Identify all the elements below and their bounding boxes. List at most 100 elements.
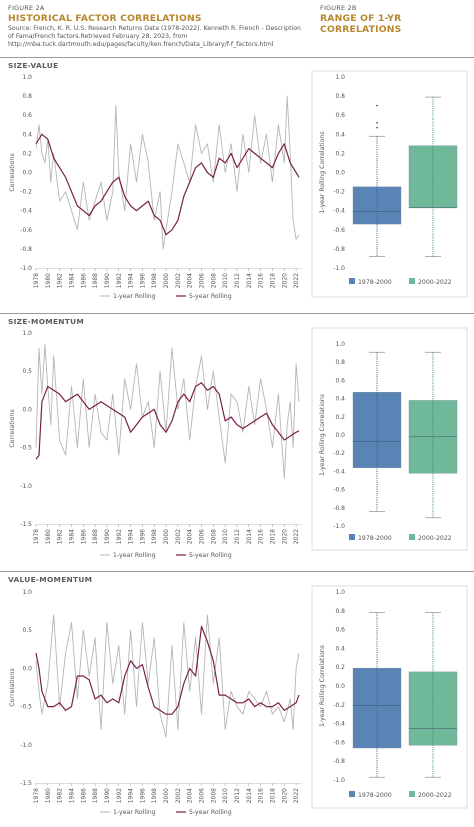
x-tick-label: 1998 (151, 788, 158, 803)
y-tick-label: -0.8 (333, 758, 345, 765)
legend-swatch-2000-2022 (409, 278, 415, 284)
y-tick-label: -1.5 (20, 521, 32, 528)
y-tick-label: 0.8 (335, 608, 345, 615)
y-tick-label: -1.0 (20, 742, 32, 749)
y-axis-label: Correlations (8, 153, 16, 192)
legend-label-2000-2022: 2000-2022 (418, 279, 452, 286)
x-tick-label: 2018 (269, 529, 276, 544)
y-tick-label: -1.0 (333, 265, 345, 272)
x-tick-label: 2008 (210, 529, 217, 544)
series-line-1yr (35, 344, 300, 479)
y-tick-label: -0.4 (333, 468, 345, 475)
section-label-size-value: SIZE-VALUE (8, 61, 59, 70)
section-label-size-momentum: SIZE-MOMENTUM (8, 317, 85, 326)
legend-label-2000-2022: 2000-2022 (418, 535, 452, 542)
box-outlier-point (376, 121, 378, 124)
y-tick-label: -1.0 (20, 483, 32, 490)
y-tick-label: 0.8 (22, 93, 32, 100)
x-tick-label: 1994 (128, 529, 135, 544)
x-tick-label: 1980 (45, 529, 52, 544)
x-tick-label: 2004 (187, 273, 194, 288)
x-tick-label: 2004 (187, 788, 194, 803)
y-tick-label: 1.0 (22, 330, 32, 337)
y-tick-label: 0.4 (22, 131, 32, 138)
figure-2a-header: FIGURE 2A HISTORICAL FACTOR CORRELATIONS… (8, 4, 308, 50)
x-tick-label: 1978 (33, 529, 40, 544)
x-tick-label: 1988 (92, 273, 99, 288)
y-tick-label: -0.2 (333, 189, 345, 196)
x-tick-label: 2022 (293, 788, 300, 803)
x-tick-label: 1994 (128, 788, 135, 803)
y-tick-label: 0.0 (335, 170, 345, 177)
y-tick-label: 0.0 (335, 683, 345, 690)
y-tick-label: 0.2 (335, 664, 345, 671)
box-outlier-point (376, 126, 378, 129)
y-tick-label: -0.4 (333, 208, 345, 215)
section-label-value-momentum: VALUE-MOMENTUM (8, 575, 93, 584)
y-tick-label: 0.2 (22, 150, 32, 157)
series-line-1yr (35, 614, 300, 738)
x-tick-label: 2020 (281, 788, 288, 803)
y-tick-label: -1.0 (333, 777, 345, 784)
x-tick-label: 2000 (163, 273, 170, 288)
x-tick-label: 1978 (33, 273, 40, 288)
x-tick-label: 1990 (104, 529, 111, 544)
legend-swatch-1978-2000 (349, 534, 355, 540)
y-tick-label: 1.0 (335, 341, 345, 348)
box-panel-frame (311, 70, 468, 298)
y-tick-label: -1.0 (20, 265, 32, 272)
figure-2b-header: FIGURE 2B RANGE OF 1-YR CORRELATIONS (320, 4, 474, 35)
x-tick-label: 2000 (163, 529, 170, 544)
x-tick-label: 2002 (175, 273, 182, 288)
y-tick-label: -0.6 (333, 227, 345, 234)
y-tick-label: 0.6 (22, 112, 32, 119)
y-tick-label: -0.6 (333, 487, 345, 494)
y-tick-label: 0.5 (22, 627, 32, 634)
y-tick-label: -0.2 (20, 189, 32, 196)
y-tick-label: 0.4 (335, 396, 345, 403)
x-tick-label: 1986 (80, 529, 87, 544)
x-tick-label: 2014 (246, 788, 253, 803)
y-tick-label: -0.8 (333, 246, 345, 253)
y-tick-label: -0.5 (20, 445, 32, 452)
section-divider (0, 571, 474, 572)
x-tick-label: 2020 (281, 529, 288, 544)
figure-2a-number: FIGURE 2A (8, 4, 45, 12)
x-tick-label: 1980 (45, 788, 52, 803)
x-tick-label: 2002 (175, 788, 182, 803)
legend-swatch-1978-2000 (349, 791, 355, 797)
y-tick-label: 0.5 (22, 368, 32, 375)
x-tick-label: 2020 (281, 273, 288, 288)
figure-2a-title: HISTORICAL FACTOR CORRELATIONS (8, 13, 202, 24)
x-tick-label: 1996 (139, 529, 146, 544)
x-tick-label: 2010 (222, 273, 229, 288)
y-axis-label: 1-year Rolling Correlations (319, 394, 326, 476)
x-tick-label: 1992 (116, 273, 123, 288)
y-tick-label: -0.2 (333, 702, 345, 709)
box-panel-frame (311, 585, 468, 809)
y-tick-label: 0.0 (335, 432, 345, 439)
box-outlier-point (376, 104, 378, 107)
y-tick-label: 1.0 (22, 589, 32, 596)
x-tick-label: 1988 (92, 788, 99, 803)
series-line-5yr (35, 382, 300, 460)
x-tick-label: 1996 (139, 788, 146, 803)
figure-2b-number: FIGURE 2B (320, 4, 357, 12)
x-tick-label: 2012 (234, 529, 241, 544)
y-tick-label: 1.0 (335, 74, 345, 81)
y-tick-label: 0.2 (335, 414, 345, 421)
y-tick-label: 1.0 (22, 74, 32, 81)
x-tick-label: 2014 (246, 273, 253, 288)
x-tick-label: 2022 (293, 273, 300, 288)
y-tick-label: -1.0 (333, 523, 345, 530)
legend-label-5yr: 5-year Rolling (189, 552, 232, 559)
y-axis-label: 1-year Rolling Correlations (319, 132, 326, 214)
x-tick-label: 2018 (269, 273, 276, 288)
x-tick-label: 1998 (151, 529, 158, 544)
y-tick-label: 0.6 (335, 377, 345, 384)
x-tick-label: 1988 (92, 529, 99, 544)
x-tick-label: 2008 (210, 788, 217, 803)
x-tick-label: 1980 (45, 273, 52, 288)
x-tick-label: 1994 (128, 273, 135, 288)
